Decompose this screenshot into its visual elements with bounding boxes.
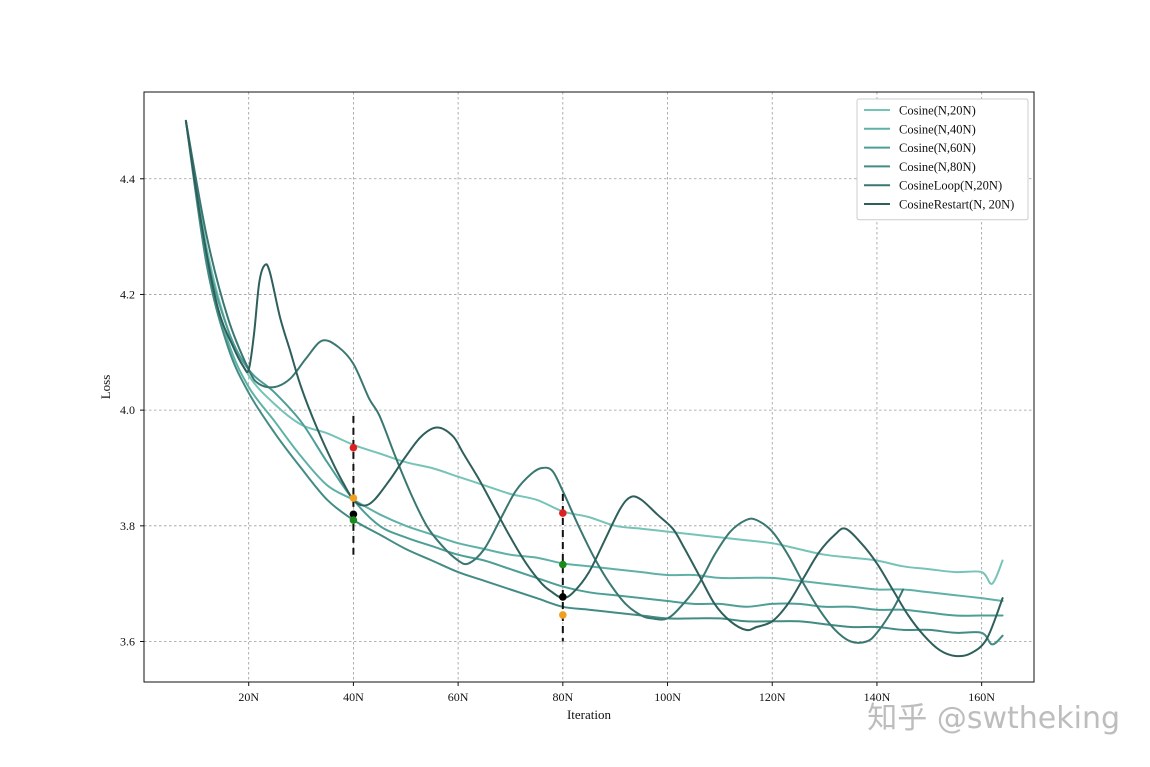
series-line-3 (184, 119, 1004, 617)
y-tick-label: 4.4 (120, 172, 135, 186)
y-tick-label: 4.2 (120, 287, 135, 301)
x-tick-label: 60N (448, 690, 469, 704)
series-lines (184, 119, 1004, 658)
highlight-point (349, 510, 358, 519)
highlight-points (349, 443, 567, 619)
x-tick-label: 80N (552, 690, 573, 704)
x-axis-label: Iteration (567, 707, 612, 722)
watermark-text: 知乎 @swtheking (867, 701, 1120, 736)
x-tick-label: 120N (759, 690, 786, 704)
axis-ticks: 20N 40N 60N 80N 100N 120N 140N 160N 3.6 3.8 4.0 4.2… (120, 172, 995, 704)
legend-label: Cosine(N,60N) (899, 141, 976, 155)
highlight-point (559, 611, 567, 619)
legend: Cosine(N,20N) Cosine(N,40N) Cosine(N,60N) C… (856, 98, 1029, 221)
highlight-point (349, 443, 358, 452)
x-tick-label: 20N (238, 690, 259, 704)
x-tick-label: 100N (654, 690, 681, 704)
series-line-2 (184, 119, 1004, 602)
series-line-1 (184, 119, 1004, 585)
highlight-point (349, 516, 358, 524)
y-tick-label: 4.0 (120, 403, 135, 417)
legend-label: Cosine(N,80N) (899, 160, 976, 174)
highlight-point (349, 494, 358, 502)
x-tick-label: 40N (343, 690, 364, 704)
y-tick-label: 3.6 (120, 635, 135, 649)
legend-label: CosineRestart(N, 20N) (899, 198, 1014, 212)
legend-label: Cosine(N,20N) (899, 104, 976, 118)
series-line-4 (184, 119, 1004, 646)
highlight-point (559, 560, 567, 569)
plot-frame (143, 91, 1035, 683)
x-tick-label: 160N (968, 690, 995, 704)
x-tick-label: 140N (864, 690, 891, 704)
y-axis-label: Loss (98, 375, 113, 400)
legend-label: CosineLoop(N,20N) (899, 179, 1002, 193)
series-line-6 (184, 119, 1004, 658)
series-line-5 (184, 119, 905, 644)
legend-box (856, 98, 1029, 221)
highlight-point (559, 509, 567, 517)
legend-label: Cosine(N,40N) (899, 122, 976, 136)
highlight-point (559, 593, 567, 601)
y-tick-label: 3.8 (120, 519, 135, 533)
